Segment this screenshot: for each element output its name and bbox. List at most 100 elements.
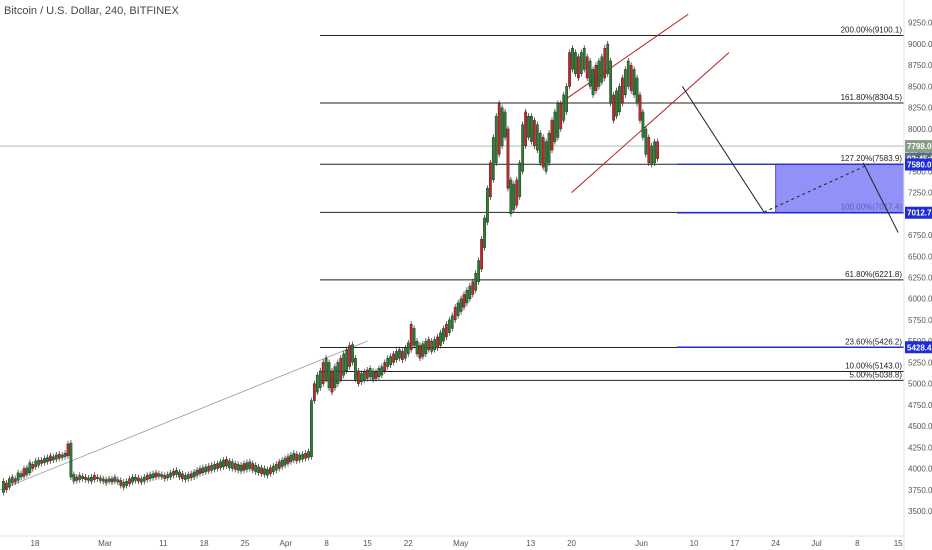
candle-body bbox=[289, 454, 293, 462]
candle-body bbox=[101, 478, 105, 482]
candle bbox=[530, 113, 533, 145]
candle bbox=[321, 359, 325, 387]
candle bbox=[606, 40, 610, 77]
price-tick-label: 5250.0 bbox=[908, 358, 932, 367]
candle-body bbox=[339, 357, 343, 380]
candle-body bbox=[459, 298, 463, 312]
projection-drop-line bbox=[862, 162, 899, 233]
price-tick-label: 6250.0 bbox=[908, 273, 932, 282]
candle bbox=[433, 336, 437, 353]
candle bbox=[483, 215, 486, 251]
candle-body bbox=[547, 132, 551, 164]
candle-body bbox=[204, 466, 208, 473]
candle bbox=[163, 472, 167, 482]
price-tick-label: 6500.0 bbox=[908, 252, 932, 261]
candle bbox=[310, 397, 313, 460]
candle bbox=[574, 49, 577, 77]
time-tick-label: 20 bbox=[567, 539, 576, 548]
price-badge-label: 7798.0 bbox=[907, 142, 932, 151]
candle-body bbox=[318, 370, 322, 389]
candle-body bbox=[163, 475, 167, 479]
candle-body bbox=[465, 290, 469, 304]
time-tick-label: 18 bbox=[31, 539, 40, 548]
candle bbox=[579, 49, 583, 77]
candle-body bbox=[54, 454, 58, 460]
candle bbox=[63, 450, 67, 460]
candle bbox=[638, 91, 642, 124]
candle bbox=[656, 138, 659, 162]
candle-body bbox=[577, 56, 580, 79]
candle bbox=[230, 458, 234, 472]
candle bbox=[5, 479, 8, 493]
candle-body bbox=[222, 459, 225, 468]
candle-body bbox=[277, 461, 281, 469]
candle-body bbox=[110, 478, 114, 483]
candle-body bbox=[365, 369, 369, 379]
candle-body bbox=[618, 86, 621, 113]
target-zone bbox=[775, 163, 905, 214]
candle bbox=[603, 45, 607, 81]
time-tick-label: May bbox=[453, 539, 468, 548]
candle bbox=[210, 462, 214, 474]
candle bbox=[301, 451, 305, 463]
candle-body bbox=[398, 349, 401, 359]
price-axis[interactable]: 3500.0 3750.0 4000.0 4250.0 4500.0 4750.0 5000… bbox=[903, 0, 932, 550]
price-badge-bg bbox=[905, 140, 932, 153]
candle-body bbox=[13, 478, 17, 483]
candle bbox=[269, 464, 272, 477]
candle bbox=[204, 463, 208, 475]
candle-body bbox=[494, 115, 498, 164]
candle-body bbox=[427, 339, 431, 350]
fib-level-label: 200.00%(9100.1) bbox=[841, 25, 903, 34]
candle bbox=[453, 304, 457, 323]
candle bbox=[19, 470, 23, 481]
candle bbox=[2, 478, 5, 496]
candle-body bbox=[181, 473, 184, 479]
candle-body bbox=[295, 453, 299, 462]
candle bbox=[386, 355, 390, 370]
candle-body bbox=[75, 476, 79, 481]
candle bbox=[166, 471, 170, 481]
candle-body bbox=[166, 474, 170, 479]
candle-body bbox=[342, 353, 346, 376]
candle-body bbox=[354, 357, 357, 380]
price-tick-label: 8250.0 bbox=[908, 104, 932, 113]
candle bbox=[289, 451, 293, 465]
candle bbox=[474, 270, 478, 294]
candle-body bbox=[456, 302, 460, 316]
candle-body bbox=[629, 64, 633, 91]
candle bbox=[60, 451, 64, 461]
candle-body bbox=[63, 453, 67, 457]
candle bbox=[113, 474, 117, 485]
candle-body bbox=[371, 370, 375, 380]
candle-body bbox=[125, 481, 129, 486]
candle bbox=[491, 134, 495, 183]
candle bbox=[565, 83, 569, 115]
candle-body bbox=[406, 342, 410, 355]
candle-body bbox=[632, 69, 636, 96]
candle bbox=[122, 479, 126, 491]
candle-body bbox=[107, 478, 111, 482]
candle-body bbox=[315, 374, 319, 393]
candle-body bbox=[66, 443, 70, 457]
candle-body bbox=[462, 294, 466, 308]
candle-body bbox=[477, 260, 481, 282]
candle bbox=[547, 130, 551, 166]
candle bbox=[315, 372, 319, 396]
candle-body bbox=[137, 477, 140, 482]
candle-body bbox=[16, 472, 20, 481]
candle-body bbox=[213, 464, 217, 470]
candle-body bbox=[509, 179, 513, 215]
candle bbox=[374, 368, 378, 382]
candle bbox=[93, 472, 96, 483]
candle-body bbox=[524, 111, 527, 147]
candle bbox=[72, 471, 76, 485]
candle bbox=[40, 457, 43, 467]
time-axis[interactable]: 18 Mar 11 18 25 Apr 8 15 22 May 13 20 Jun 10 17 24 Jul 8 1… bbox=[0, 535, 904, 548]
candle bbox=[181, 470, 184, 482]
candle-body bbox=[571, 48, 574, 70]
candle-body bbox=[650, 145, 654, 165]
candle-body bbox=[403, 347, 407, 359]
